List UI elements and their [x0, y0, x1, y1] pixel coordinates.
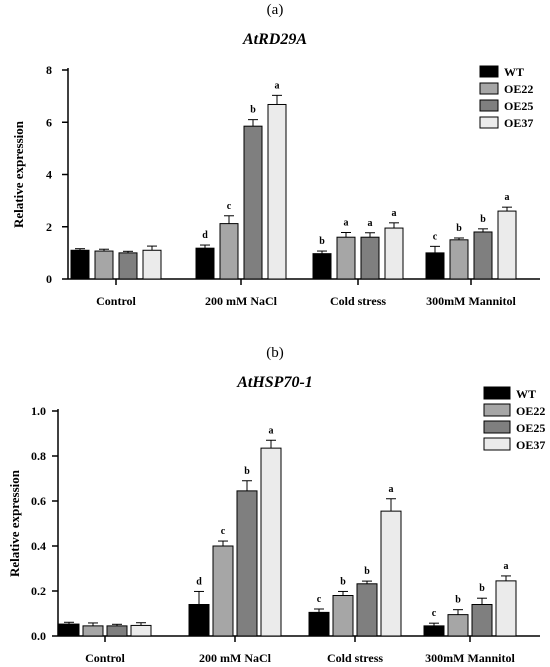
category-label: 200 mM NaCl: [205, 294, 278, 308]
bar: [267, 103, 287, 280]
legend-swatch: [483, 386, 511, 400]
bar: [332, 595, 354, 637]
significance-letter: a: [344, 217, 349, 228]
significance-letter: c: [221, 526, 226, 537]
legend-label: OE25: [504, 99, 533, 113]
legend-swatch: [483, 420, 511, 434]
significance-letter: b: [479, 583, 485, 594]
legend-swatch: [479, 65, 499, 78]
significance-letter: a: [368, 218, 373, 229]
bar: [58, 623, 80, 637]
chart-title: AtRD29A: [242, 31, 307, 48]
significance-letter: d: [196, 576, 202, 587]
bar: [260, 447, 282, 637]
category-label: 300mM Mannitol: [426, 294, 516, 308]
bar: [236, 490, 258, 637]
significance-letter: c: [227, 201, 232, 212]
bar: [243, 125, 263, 280]
panel-label: (a): [267, 2, 284, 18]
category-label: Control: [96, 294, 136, 308]
legend-label: WT: [516, 387, 536, 401]
significance-letter: b: [480, 214, 486, 225]
y-tick-label: 0.0: [31, 629, 46, 643]
y-tick-label: 6: [46, 115, 52, 129]
category-label: Cold stress: [327, 651, 383, 665]
bar: [449, 239, 469, 280]
significance-letter: b: [244, 466, 250, 477]
bar: [82, 625, 104, 637]
bar: [212, 545, 234, 637]
bar: [312, 253, 332, 280]
bar: [70, 249, 90, 280]
bar: [471, 604, 493, 637]
significance-letter: a: [275, 80, 280, 91]
y-axis-label: Relative expression: [11, 120, 26, 228]
bar: [106, 625, 128, 637]
category-label: 200 mM NaCl: [199, 651, 272, 665]
y-tick-label: 2: [46, 220, 52, 234]
significance-letter: a: [389, 484, 394, 495]
significance-letter: d: [202, 230, 208, 241]
legend-label: OE37: [504, 116, 533, 130]
bar: [142, 249, 162, 280]
category-label: Control: [85, 651, 125, 665]
significance-letter: c: [317, 594, 322, 605]
y-tick-label: 0.2: [31, 584, 46, 598]
bar: [447, 614, 469, 637]
legend-label: OE22: [504, 82, 533, 96]
significance-letter: a: [269, 425, 274, 436]
significance-letter: b: [364, 566, 370, 577]
legend-label: OE22: [516, 404, 545, 418]
y-axis-label: Relative expression: [7, 469, 22, 577]
legend-label: OE25: [516, 421, 545, 435]
significance-letter: b: [250, 105, 256, 116]
significance-letter: c: [432, 608, 437, 619]
bar: [425, 252, 445, 280]
category-label: Cold stress: [330, 294, 386, 308]
y-tick-label: 8: [46, 63, 52, 77]
legend-swatch: [483, 437, 511, 451]
y-tick-label: 0.6: [31, 494, 46, 508]
significance-letter: b: [340, 576, 346, 587]
bar: [118, 252, 138, 280]
panel-label: (b): [266, 345, 284, 361]
category-label: 300mM Mannitol: [425, 651, 515, 665]
y-tick-label: 0.4: [31, 539, 46, 553]
significance-letter: a: [504, 561, 509, 572]
y-tick-label: 4: [46, 168, 52, 182]
significance-letter: a: [392, 208, 397, 219]
significance-letter: c: [433, 231, 438, 242]
y-tick-label: 0.8: [31, 449, 46, 463]
significance-letter: b: [319, 236, 325, 247]
bar: [473, 231, 493, 280]
legend-swatch: [479, 99, 499, 112]
bar: [356, 583, 378, 637]
bar: [130, 624, 152, 637]
bar: [195, 247, 215, 280]
legend-label: OE37: [516, 438, 545, 452]
significance-letter: b: [456, 223, 462, 234]
legend-swatch: [479, 82, 499, 95]
bar: [384, 227, 404, 280]
bar: [219, 223, 239, 280]
bar: [380, 510, 402, 637]
significance-letter: a: [505, 192, 510, 203]
bar: [495, 580, 517, 637]
legend-label: WT: [504, 65, 524, 79]
bar: [94, 250, 114, 280]
bar: [497, 210, 517, 280]
bar: [188, 604, 210, 637]
bar: [336, 236, 356, 280]
bar: [423, 625, 445, 637]
y-tick-label: 1.0: [31, 404, 46, 418]
chart-title: AtHSP70-1: [236, 374, 313, 391]
bar: [360, 236, 380, 280]
y-tick-label: 0: [46, 272, 52, 286]
significance-letter: b: [455, 595, 461, 606]
legend-swatch: [483, 403, 511, 417]
legend-swatch: [479, 116, 499, 129]
bar: [308, 611, 330, 637]
